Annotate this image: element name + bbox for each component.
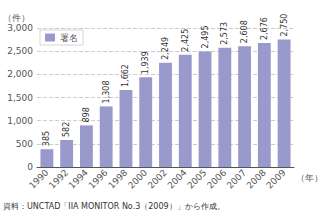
svg-text:2,000: 2,000	[7, 69, 33, 79]
svg-text:2005: 2005	[185, 167, 208, 190]
svg-text:1994: 1994	[67, 167, 90, 190]
svg-text:2,495: 2,495	[201, 25, 210, 48]
svg-text:2,750: 2,750	[280, 14, 289, 37]
svg-text:2007: 2007	[225, 167, 248, 190]
svg-text:2,500: 2,500	[7, 46, 33, 56]
svg-text:500: 500	[16, 139, 33, 149]
svg-text:2,676: 2,676	[260, 17, 269, 40]
svg-text:2,425: 2,425	[181, 29, 190, 52]
svg-text:2,573: 2,573	[220, 22, 229, 45]
svg-text:署名: 署名	[60, 33, 78, 43]
svg-text:2009: 2009	[264, 167, 287, 190]
svg-text:2006: 2006	[205, 167, 228, 190]
svg-text:582: 582	[62, 122, 71, 137]
svg-text:385: 385	[42, 131, 51, 146]
svg-text:1998: 1998	[106, 167, 129, 190]
svg-text:2008: 2008	[245, 167, 268, 190]
svg-text:1,308: 1,308	[102, 80, 111, 103]
svg-text:0: 0	[27, 162, 33, 172]
svg-text:2,608: 2,608	[240, 20, 249, 43]
svg-text:1,662: 1,662	[121, 64, 130, 87]
svg-text:（年）: （年）	[296, 173, 323, 183]
svg-text:2000: 2000	[126, 167, 149, 190]
svg-text:1992: 1992	[47, 167, 70, 190]
svg-text:資料：UNCTAD「IIA MONITOR No.3（200: 資料：UNCTAD「IIA MONITOR No.3（2009）」から作成。	[3, 202, 225, 211]
svg-text:（件）: （件）	[3, 13, 30, 23]
svg-text:1,000: 1,000	[7, 116, 33, 126]
svg-text:1996: 1996	[86, 167, 109, 190]
svg-text:2,249: 2,249	[161, 37, 170, 60]
svg-text:1,939: 1,939	[141, 51, 150, 74]
svg-text:1990: 1990	[27, 167, 50, 190]
svg-text:3,000: 3,000	[7, 23, 33, 33]
svg-text:1,500: 1,500	[7, 93, 33, 103]
svg-text:2002: 2002	[146, 167, 169, 190]
svg-text:898: 898	[82, 107, 91, 122]
svg-text:2004: 2004	[166, 167, 189, 190]
